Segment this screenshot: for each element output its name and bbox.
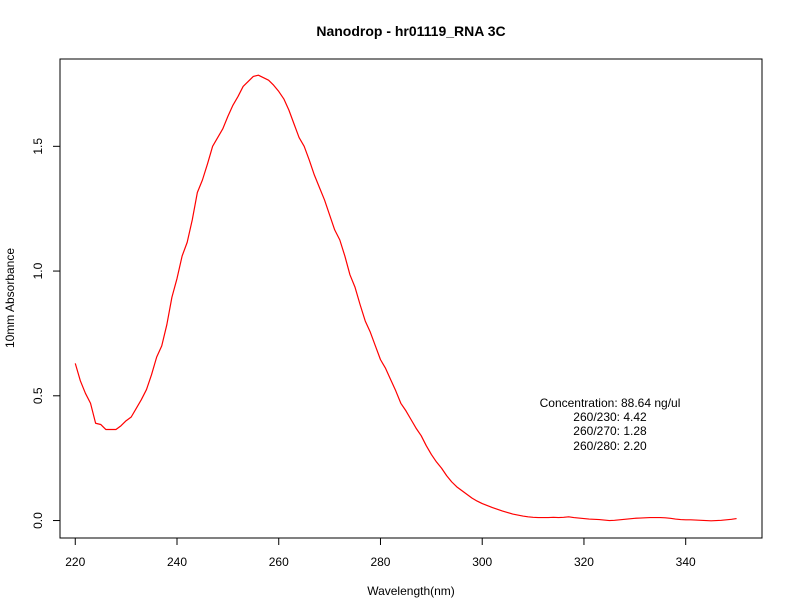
x-tick-label: 300 bbox=[472, 555, 492, 569]
x-tick-label: 280 bbox=[370, 555, 390, 569]
series-line bbox=[74, 74, 737, 522]
y-tick-label: 0.5 bbox=[31, 387, 45, 404]
annotation-block: Concentration: 88.64 ng/ul 260/230: 4.42… bbox=[540, 396, 681, 453]
x-tick-label: 240 bbox=[167, 555, 187, 569]
y-tick-label: 0.0 bbox=[31, 512, 45, 529]
annotation-260-280: 260/280: 2.20 bbox=[573, 439, 647, 453]
y-tick-label: 1.5 bbox=[31, 138, 45, 155]
x-tick-label: 340 bbox=[676, 555, 696, 569]
y-tick-label: 1.0 bbox=[31, 262, 45, 279]
series-layer bbox=[74, 74, 737, 522]
y-axis-label: 10mm Absorbance bbox=[3, 248, 17, 348]
x-tick-label: 260 bbox=[269, 555, 289, 569]
annotation-260-230: 260/230: 4.42 bbox=[573, 410, 647, 424]
plot-frame bbox=[59, 58, 763, 539]
x-tick-label: 320 bbox=[574, 555, 594, 569]
annotation-concentration: Concentration: 88.64 ng/ul bbox=[540, 396, 681, 410]
annotation-260-270: 260/270: 1.28 bbox=[573, 424, 647, 438]
x-axis-label: Wavelength(nm) bbox=[367, 584, 455, 598]
y-axis: 0.0 0.5 1.0 1.5 bbox=[31, 138, 61, 529]
chart-title: Nanodrop - hr01119_RNA 3C bbox=[316, 23, 505, 39]
x-axis: 220 240 260 280 300 320 340 bbox=[65, 537, 696, 569]
x-tick-label: 220 bbox=[65, 555, 85, 569]
